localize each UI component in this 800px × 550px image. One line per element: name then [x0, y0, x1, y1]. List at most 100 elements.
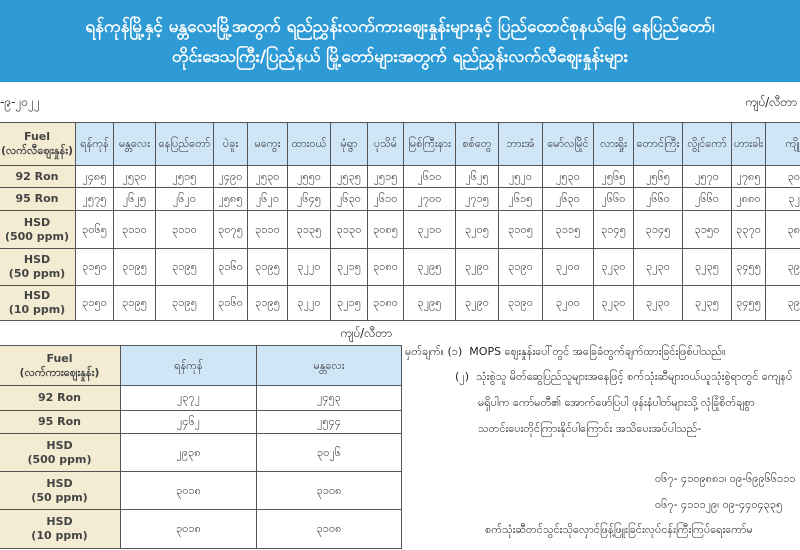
price-cell: ၃၈၉ [765, 210, 800, 249]
price-cell: ၂၆၆၀ [682, 187, 732, 211]
fuel-type: 92 Ron [0, 165, 76, 188]
note-2-line-1: (၂) သုံးစွဲသူ မိတ်ဆွေပြည်သူများအနေဖြင့် … [455, 370, 792, 386]
price-cell: ၃၀၁၈ [120, 471, 257, 510]
note-2-number: (၂) [455, 370, 469, 383]
price-cell: ၃၂၃၀ [633, 285, 683, 321]
committee-name: စက်သုံးဆီတင်သွင်းသိုလှောင်ဖြန့်ဖြူးခြင်း… [485, 523, 753, 536]
fuel-type: HSD (500 ppm) [0, 433, 121, 472]
price-cell: ၂၄၈၅ [75, 165, 114, 188]
price-cell: ၃၁၁၀ [113, 210, 156, 249]
price-cell: ၂၅၃၀ [247, 165, 288, 188]
retail-price-table: Fuel (လက်လီဈေးနှုန်း) ရန်ကုန် မန္တလေး နေပြည်… [0, 122, 800, 321]
wholesale-price-table: Fuel (လက်ကားဈေးနှုန်း) ရန်ကုန် မန္တလေး 92 Ro… [0, 345, 402, 549]
table-row: HSD (500 ppm) ၂၉၃၈ ၃၀၂၆ [0, 433, 402, 472]
price-cell: ၂၆၆၀ [633, 187, 683, 211]
price-cell: ၃၂၃၀ [593, 248, 634, 286]
phone-1: ၀၆၇- ၄၁၀၉၈၈၁၊ ၀၉-၆၉၉၆၆၁၁၁ [655, 472, 796, 485]
price-cell: ၂၅၃၀ [113, 165, 156, 188]
price-cell: ၂၆၁၅ [498, 187, 543, 211]
table-row: 95 Ron ၂၄၆၂ ၂၅၄၄ [0, 410, 402, 434]
price-cell: ၂၆၁၀ [367, 187, 404, 211]
price-cell: ၂၈၈၀ [731, 187, 766, 211]
price-cell: ၃၂၁၅ [330, 285, 368, 321]
price-cell: ၃၀၆၅ [75, 210, 114, 249]
title-banner: ရန်ကုန်မြို့နှင့် မန္တလေးမြို့အတွက် ရည်ည… [0, 0, 800, 82]
price-cell: ၃၂၃၀ [593, 285, 634, 321]
city-header: ရန်ကုန် [75, 122, 114, 166]
city-header: မန္တလေး [113, 122, 156, 166]
price-cell: ၂၃၇၂ [120, 385, 257, 411]
price-cell: ၃၂၉၅ [403, 285, 456, 321]
price-cell: ၂၆၃၀ [542, 187, 594, 211]
city-header: မန္တလေး [256, 345, 402, 386]
note-label: မှတ်ချက်။ [405, 345, 445, 358]
price-cell: ၂၄၉၀ [213, 165, 248, 188]
price-cell: ၃၀၆ [765, 165, 800, 188]
price-cell: ၂၆၂၀ [155, 187, 214, 211]
fuel-type: HSD (500 ppm) [0, 210, 76, 249]
price-cell: ၃၁၁၀ [247, 210, 288, 249]
price-cell: ၃၁၉၅ [247, 248, 288, 286]
price-cell: ၂၅၁၅ [367, 165, 404, 188]
price-cell: ၂၆၂၀ [247, 187, 288, 211]
note-1: မှတ်ချက်။ (၁) MOPS ဈေးနှုန်းပေါ်တွင် အခြ… [405, 345, 725, 361]
price-cell: ၃၄၅၅ [731, 248, 766, 286]
city-header: မုံရွာ [330, 122, 368, 166]
price-cell: ၃၁၉၅ [155, 248, 214, 286]
price-cell: ၂၅၇၅ [75, 187, 114, 211]
price-cell: ၃၄၅၅ [731, 285, 766, 321]
city-header: ပုသိမ် [367, 122, 404, 166]
table-row: HSD (50 ppm) ၃၀၁၈ ၃၁၀၈ [0, 471, 402, 510]
table-row: HSD (10 ppm) ၃၀၁၈ ၃၁၀၈ [0, 509, 402, 549]
wholesale-unit-label: ကျပ်/လီတာ [340, 326, 393, 340]
price-cell: ၂၅၇၀ [682, 165, 732, 188]
price-cell: ၂၄၆၂ [120, 410, 257, 434]
note-2-line-2: မရှိပါက ကော်မတီ၏ အောက်ဖော်ပြပါ ဖုန်းနံပါ… [478, 396, 755, 409]
table-row: 92 Ron ၂၄၈၅ ၂၅၃၀ ၂၅၁၅ ၂၄၉၀ ၂၅၃၀ ၂၅၅၀ ၂၅၃၅ ၂၅၁၅ ၂၆… [0, 165, 800, 188]
price-cell: ၂၆၆၀ [593, 187, 634, 211]
price-cell: ၃၁၈၀ [367, 285, 404, 321]
price-cell: ၃၂၉၀ [455, 248, 499, 286]
price-cell: ၂၄၅၃ [256, 385, 402, 411]
fuel-type: HSD (50 ppm) [0, 248, 76, 286]
price-cell: ၃၀၇၅ [213, 210, 248, 249]
price-cell: ၂၆၃၀ [330, 187, 368, 211]
price-cell: ၃၁၀၅ [498, 210, 543, 249]
price-cell: ၃၂၉၀ [455, 285, 499, 321]
price-cell: ၃၂၀၀ [542, 248, 594, 286]
price-cell: ၃၂၁၀ [403, 210, 456, 249]
price-cell: ၃၁၀၈ [256, 471, 402, 510]
city-header: မြစ်ကြီးနား [403, 122, 456, 166]
fuel-type: 95 Ron [0, 410, 121, 434]
price-cell: ၃၂၉၅ [403, 248, 456, 286]
price-cell: ၂၉၃၈ [120, 433, 257, 472]
price-cell: ၂၅၆၅ [593, 165, 634, 188]
fuel-type: HSD (10 ppm) [0, 509, 121, 549]
note-1-number: (၁) [447, 345, 463, 358]
price-cell: ၂၅၃၀ [542, 165, 594, 188]
price-cell: ၃၁၉၀ [498, 285, 543, 321]
price-cell: ၃၁၁၀ [155, 210, 214, 249]
price-cell: ၃၁၁၅ [542, 210, 594, 249]
price-cell: ၃၂၀၀ [542, 285, 594, 321]
table-row: 95 Ron ၂၅၇၅ ၂၆၂၅ ၂၆၂၀ ၂၅၈၅ ၂၆၂၀ ၂၆၄၅ ၂၆၃၀ ၂၆၁၀ ၂၇… [0, 187, 800, 211]
price-cell: ၃၂၃၅ [682, 285, 732, 321]
city-header: ရန်ကုန် [120, 345, 257, 386]
price-cell: ၃၂၁၅ [330, 248, 368, 286]
price-cell: ၃၁၉၀ [498, 248, 543, 286]
price-cell: ၂၅၄၄ [256, 410, 402, 434]
price-cell: ၃၀၁၈ [120, 509, 257, 549]
city-header: လားရှိုး [593, 122, 634, 166]
title-line-2: တိုင်းဒေသကြီး/ပြည်နယ် မြို့တော်များအတွက်… [171, 47, 629, 67]
price-cell: ၂၇၀၀ [403, 187, 456, 211]
fuel-type: HSD (10 ppm) [0, 285, 76, 321]
price-cell: ၃၂၂၀ [287, 285, 331, 321]
city-header: ဘားအံ [498, 122, 543, 166]
city-header: တောင်ကြီး [633, 122, 683, 166]
city-header: မော်လမြိုင် [542, 122, 594, 166]
price-cell: ၃၁၈၀ [367, 248, 404, 286]
price-cell: ၂၆၁၀ [403, 165, 456, 188]
price-cell: ၃၁၉၅ [113, 248, 156, 286]
table-row: HSD (500 ppm) ၃၀၆၅ ၃၁၁၀ ၃၁၁၀ ၃၀၇၅ ၃၁၁၀ ၃၁၃၅ ၃၁၃၀… [0, 210, 800, 249]
price-cell: ၃၀၈၅ [367, 210, 404, 249]
